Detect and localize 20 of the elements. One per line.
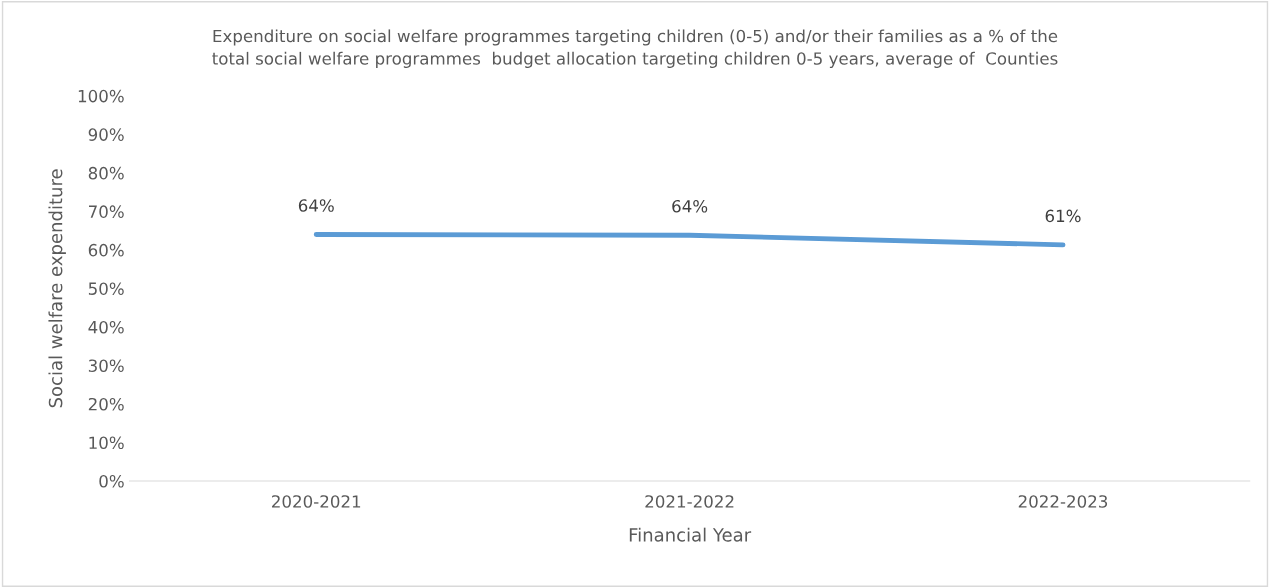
y-tick-label: 100% — [78, 89, 124, 103]
data-label: 64% — [672, 199, 708, 213]
y-tick-label: 30% — [88, 359, 124, 373]
data-label: 64% — [298, 199, 334, 212]
chart-title: Expenditure on social welfare programmes targeting children (0-5) and/or their families as a % of the total social welfare programmes budget allocation targeting children 0-5 years, average of Counties — [212, 29, 1058, 68]
x-tick-label: 2021-2022 — [645, 495, 734, 508]
y-tick-label: 0% — [99, 474, 124, 488]
x-axis-title: Financial Year — [629, 527, 752, 542]
y-tick-label: 60% — [88, 243, 124, 257]
y-tick-label: 40% — [88, 320, 124, 334]
y-tick-label: 50% — [88, 282, 124, 295]
y-axis-title: Social welfare expenditure — [48, 169, 66, 408]
x-tick-label: 2020-2021 — [272, 495, 361, 508]
x-tick-label: 2022-2023 — [1018, 495, 1108, 508]
y-tick-label: 90% — [88, 128, 124, 141]
y-tick-label: 10% — [89, 436, 124, 450]
data-label: 61% — [1045, 209, 1081, 223]
y-tick-label: 20% — [88, 397, 124, 411]
y-tick-label: 70% — [89, 205, 124, 218]
y-tick-label: 80% — [88, 166, 124, 180]
